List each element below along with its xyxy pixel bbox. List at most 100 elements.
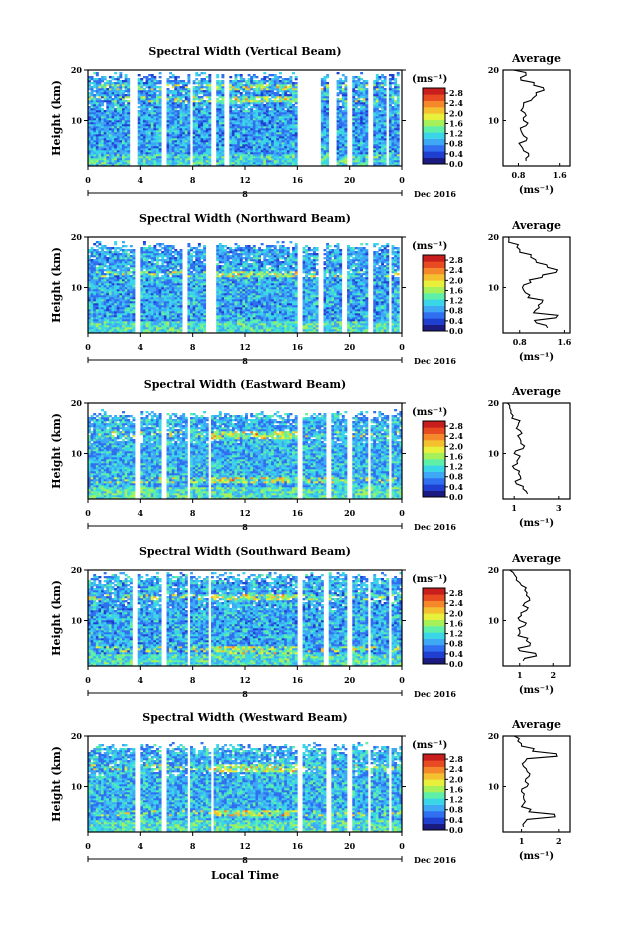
heatmap-cell xyxy=(286,110,290,113)
heatmap-cell xyxy=(216,164,220,167)
heatmap-cell xyxy=(197,156,201,159)
heatmap-cell xyxy=(252,92,256,95)
heatmap-cell xyxy=(378,98,382,101)
heatmap-cell xyxy=(205,150,209,153)
heatmap-cell xyxy=(156,94,159,97)
heatmap-cell xyxy=(234,92,238,95)
heatmap-cell xyxy=(90,249,94,252)
heatmap-cell xyxy=(119,116,123,119)
heatmap-cell xyxy=(365,126,369,129)
heatmap-cell xyxy=(106,164,110,167)
heatmap-cell xyxy=(352,150,356,153)
heatmap-cell xyxy=(279,150,282,153)
heatmap-cell xyxy=(114,142,118,145)
heatmap-cell xyxy=(111,110,115,113)
heatmap-cell xyxy=(339,128,343,131)
heatmap-cell xyxy=(373,108,377,111)
heatmap-cell xyxy=(208,82,212,85)
heatmap-cell xyxy=(218,96,222,99)
heatmap-cell xyxy=(103,273,107,276)
heatmap-cell xyxy=(108,305,112,308)
heatmap-cell xyxy=(148,154,152,157)
heatmap-cell xyxy=(179,110,183,113)
heatmap-cell xyxy=(265,84,269,87)
heatmap-cell xyxy=(111,259,115,262)
heatmap-cell xyxy=(116,285,120,288)
heatmap-cell xyxy=(182,160,186,163)
heatmap-cell xyxy=(179,92,183,95)
heatmap-cell xyxy=(103,82,107,85)
heatmap-cell xyxy=(365,84,369,87)
heatmap-cell xyxy=(158,92,162,95)
heatmap-cell xyxy=(258,90,261,93)
heatmap-cell xyxy=(357,78,361,81)
heatmap-cell xyxy=(268,142,272,145)
heatmap-cell xyxy=(265,130,269,133)
heatmap-cell xyxy=(95,283,99,286)
heatmap-cell xyxy=(250,120,254,123)
heatmap-cell xyxy=(242,160,246,163)
heatmap-cell xyxy=(360,94,364,97)
heatmap-cell xyxy=(388,162,392,165)
heatmap-cell xyxy=(375,130,379,133)
x-tick-label: 0 xyxy=(399,175,405,185)
heatmap-cell xyxy=(103,126,107,129)
heatmap-cell xyxy=(381,138,384,141)
heatmap-cell xyxy=(383,122,387,125)
heatmap-cell xyxy=(93,154,97,157)
heatmap-cell xyxy=(101,100,104,103)
heatmap-cell xyxy=(122,301,125,304)
heatmap-cell xyxy=(119,281,123,284)
heatmap-cell xyxy=(221,98,225,101)
heatmap-cell xyxy=(255,118,259,121)
heatmap-cell xyxy=(326,164,330,167)
heatmap-cell xyxy=(182,128,186,131)
heatmap-cell xyxy=(268,102,272,105)
heatmap-cell xyxy=(352,118,356,121)
heatmap-cell xyxy=(93,84,97,87)
heatmap-cell xyxy=(339,90,343,93)
heatmap-cell xyxy=(153,162,157,165)
heatmap-cell xyxy=(106,289,110,292)
heatmap-cell xyxy=(375,128,379,131)
heatmap-cell xyxy=(171,146,175,149)
heatmap-cell xyxy=(124,154,128,157)
heatmap-cell xyxy=(200,164,204,167)
heatmap-cell xyxy=(354,80,358,83)
heatmap-cell xyxy=(242,110,246,113)
heatmap-cell xyxy=(103,132,107,135)
heatmap-cell xyxy=(88,255,91,258)
heatmap-cell xyxy=(108,281,112,284)
heatmap-cell xyxy=(169,156,173,159)
heatmap-cell xyxy=(90,259,94,262)
heatmap-cell xyxy=(281,162,285,165)
colorbar-swatch xyxy=(423,94,445,101)
heatmap-cell xyxy=(245,114,248,117)
heatmap-cell xyxy=(362,80,366,83)
heatmap-cell xyxy=(145,295,149,298)
heatmap-cell xyxy=(247,136,251,139)
heatmap-cell xyxy=(124,150,128,153)
heatmap-cell xyxy=(124,148,128,151)
heatmap-cell xyxy=(197,100,201,103)
heatmap-cell xyxy=(208,120,212,123)
heatmap-cell xyxy=(354,154,358,157)
heatmap-cell xyxy=(88,263,91,266)
heatmap-cell xyxy=(116,134,120,137)
heatmap-cell xyxy=(216,112,220,115)
heatmap-cell xyxy=(200,148,204,151)
heatmap-cell xyxy=(271,88,275,91)
heatmap-cell xyxy=(396,132,400,135)
heatmap-cell xyxy=(326,126,330,129)
heatmap-cell xyxy=(88,122,91,125)
heatmap-cell xyxy=(258,144,261,147)
heatmap-cell xyxy=(391,154,395,157)
heatmap-cell xyxy=(98,136,102,139)
heatmap-cell xyxy=(373,116,377,119)
heatmap-cell xyxy=(124,327,128,330)
heatmap-cell xyxy=(258,100,261,103)
heatmap-cell xyxy=(119,156,123,159)
heatmap-cell xyxy=(221,150,225,153)
heatmap-cell xyxy=(166,92,170,95)
heatmap-cell xyxy=(179,112,183,115)
